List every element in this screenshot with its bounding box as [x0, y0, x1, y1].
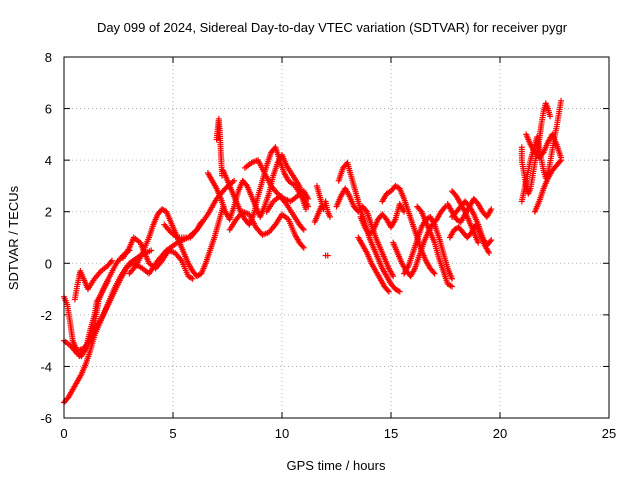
data-point [318, 203, 325, 210]
data-point [547, 113, 554, 120]
data-point [487, 238, 494, 245]
x-tick-label: 0 [60, 426, 67, 441]
y-tick-label: 8 [45, 50, 52, 65]
data-point [324, 252, 331, 259]
y-tick-label: 2 [45, 205, 52, 220]
data-point [302, 206, 309, 213]
y-tick-label: 4 [45, 153, 52, 168]
data-point [305, 195, 312, 202]
data-point [488, 237, 495, 244]
data-point [488, 206, 495, 213]
data-point [431, 270, 438, 277]
x-tick-labels: 0 5 10 15 20 25 [60, 426, 616, 441]
grid [64, 57, 609, 418]
data-point [558, 157, 565, 164]
data-point [441, 204, 448, 211]
data-point [108, 257, 115, 264]
data-point [558, 97, 565, 104]
data-point [107, 258, 114, 265]
data-point [231, 177, 238, 184]
data-point [300, 244, 307, 251]
data-point [384, 287, 391, 294]
data-point [385, 288, 392, 295]
data-point [104, 278, 111, 285]
y-tick-labels: -6 -4 -2 0 2 4 6 8 [40, 50, 52, 426]
data-point [396, 288, 403, 295]
data-point [369, 228, 376, 235]
data-point [148, 247, 155, 254]
x-tick-label: 15 [384, 426, 398, 441]
x-tick-label: 25 [602, 426, 616, 441]
chart-title: Day 099 of 2024, Sidereal Day-to-day VTE… [97, 20, 568, 35]
data-point [539, 150, 546, 157]
data-point [475, 239, 482, 246]
data-point [189, 275, 196, 282]
y-tick-label: 6 [45, 102, 52, 117]
x-axis-label: GPS time / hours [287, 458, 386, 473]
x-tick-label: 20 [493, 426, 507, 441]
data-point [299, 243, 306, 250]
y-tick-label: -6 [40, 411, 52, 426]
data-marks [61, 97, 565, 406]
y-tick-label: -2 [40, 308, 52, 323]
data-point [430, 269, 437, 276]
data-point [362, 207, 369, 214]
plot-frame [63, 56, 610, 419]
data-point [556, 158, 563, 165]
y-tick-label: -4 [40, 359, 52, 374]
data-point [299, 225, 306, 232]
x-tick-label: 10 [275, 426, 289, 441]
data-point [198, 219, 205, 226]
axis-ticks [63, 56, 610, 419]
data-point [243, 181, 250, 188]
data-point [449, 283, 456, 290]
data-point [300, 226, 307, 233]
data-point [417, 207, 424, 214]
data-point [449, 275, 456, 282]
x-tick-label: 5 [169, 426, 176, 441]
y-tick-label: 0 [45, 256, 52, 271]
y-axis-label: SDTVAR / TECUs [6, 185, 21, 290]
data-point [326, 213, 333, 220]
data-point [390, 273, 397, 280]
data-point [486, 249, 493, 256]
